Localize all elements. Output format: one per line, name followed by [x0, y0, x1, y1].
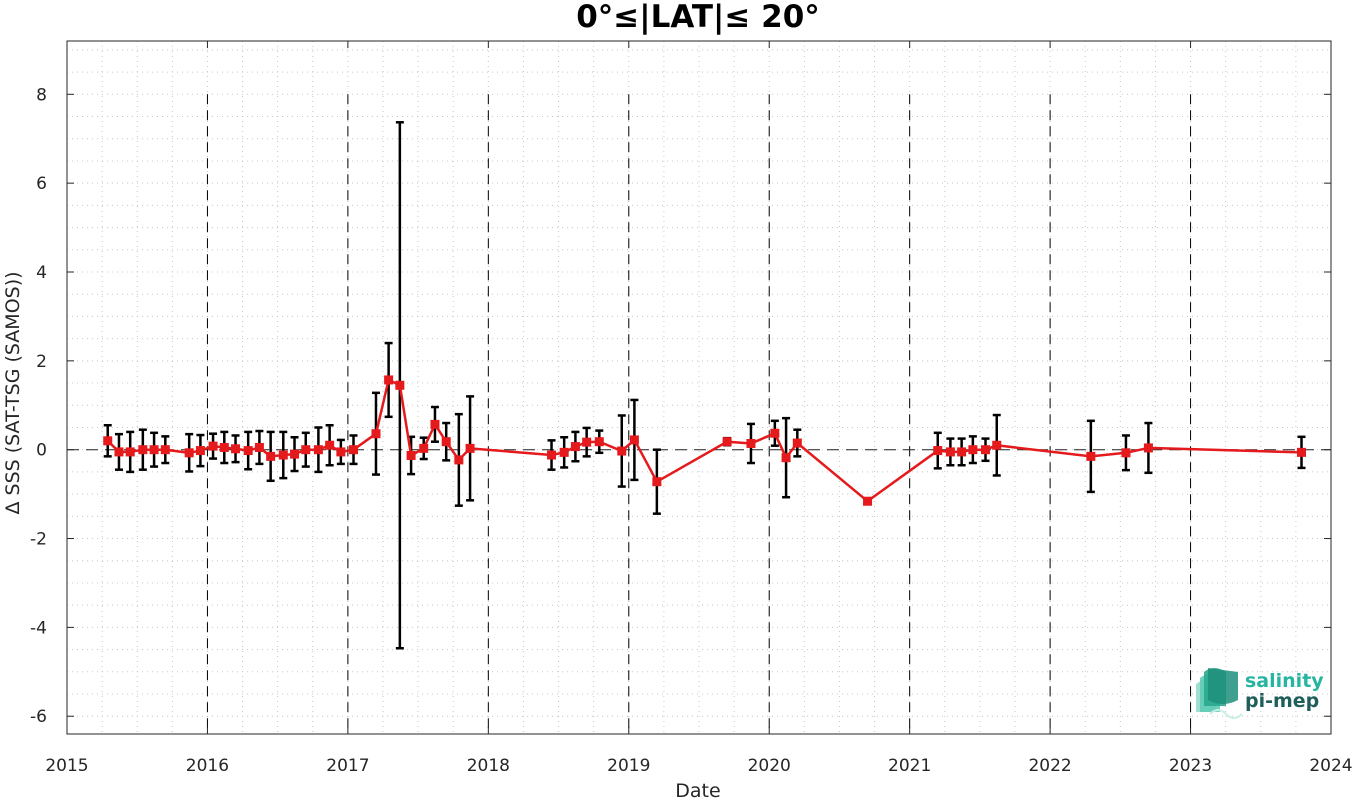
data-point-marker — [349, 445, 359, 455]
data-point-marker — [313, 445, 323, 455]
chart-title: 0°≤|LAT|≤ 20° — [576, 0, 820, 35]
data-point-marker — [547, 450, 557, 460]
data-point-marker — [125, 447, 135, 457]
data-point-marker — [722, 437, 732, 447]
series-markers — [103, 375, 1307, 506]
data-point-marker — [231, 444, 241, 454]
x-tick-label: 2016 — [186, 756, 229, 776]
data-point-marker — [301, 445, 311, 455]
data-point-marker — [1121, 448, 1131, 458]
data-point-marker — [184, 448, 194, 458]
data-point-marker — [325, 440, 335, 450]
logo-text-salinity: salinity — [1245, 670, 1324, 692]
series-line — [106, 378, 1302, 503]
data-point-marker — [430, 419, 440, 429]
y-axis-label: Δ SSS (SAT-TSG (SAMOS)) — [2, 271, 24, 514]
data-point-marker — [582, 437, 592, 447]
plot-frame — [66, 40, 1332, 735]
data-point-marker — [336, 447, 346, 457]
data-point-marker — [290, 449, 300, 459]
data-point-marker — [195, 446, 205, 456]
x-tick-label: 2022 — [1028, 756, 1071, 776]
data-point-marker — [1086, 451, 1096, 461]
y-tick-label: 2 — [36, 352, 47, 372]
data-point-marker — [149, 445, 159, 455]
data-point-marker — [454, 455, 464, 465]
data-point-marker — [160, 445, 170, 455]
data-point-marker — [254, 442, 264, 452]
data-point-marker — [103, 436, 113, 446]
data-point-marker — [1297, 447, 1307, 457]
data-point-marker — [957, 447, 967, 457]
x-tick-label: 2023 — [1169, 756, 1212, 776]
data-point-marker — [1143, 443, 1153, 453]
year-separators — [206, 94, 1192, 734]
data-point-marker — [981, 445, 991, 455]
data-point-marker — [968, 445, 978, 455]
axis-ticks: 2015 2016 2017 2018 2019 2020 2021 2022 2023 2024… — [30, 41, 1353, 776]
x-tick-label: 2019 — [607, 756, 650, 776]
wave-logo-icon — [1196, 668, 1243, 719]
y-tick-label: 6 — [36, 174, 47, 194]
y-tick-label: 8 — [36, 85, 47, 105]
error-bars — [103, 121, 1306, 650]
data-point-marker — [114, 447, 124, 457]
data-point-marker — [266, 451, 276, 461]
data-point-marker — [406, 450, 416, 460]
y-tick-label: 4 — [36, 263, 47, 283]
data-point-marker — [863, 496, 873, 506]
data-point-marker — [652, 477, 662, 487]
data-point-marker — [559, 447, 569, 457]
data-point-marker — [138, 445, 148, 455]
data-point-marker — [570, 442, 580, 452]
data-point-marker — [419, 443, 429, 453]
data-point-marker — [617, 446, 627, 456]
logo-text-pi-mep: pi-mep — [1245, 690, 1319, 712]
data-point-marker — [384, 375, 394, 385]
salinity-pi-mep-logo: salinity pi-mep — [1196, 668, 1324, 719]
data-point-marker — [746, 438, 756, 448]
x-tick-label: 2021 — [888, 756, 931, 776]
y-tick-label: -4 — [30, 618, 47, 638]
data-point-marker — [781, 453, 791, 463]
x-axis-label: Date — [675, 780, 720, 801]
data-point-marker — [792, 438, 802, 448]
data-point-marker — [278, 450, 288, 460]
y-tick-label: -6 — [30, 707, 47, 727]
data-point-marker — [594, 437, 604, 447]
x-tick-label: 2018 — [467, 756, 510, 776]
x-tick-label: 2020 — [748, 756, 791, 776]
data-point-marker — [770, 428, 780, 438]
y-tick-label: 0 — [36, 441, 47, 461]
grid — [66, 41, 1332, 734]
x-tick-label: 2024 — [1309, 756, 1352, 776]
data-point-marker — [371, 429, 381, 439]
x-tick-label: 2015 — [45, 756, 88, 776]
data-point-marker — [219, 442, 229, 452]
y-tick-label: -2 — [30, 530, 47, 550]
data-point-marker — [945, 447, 955, 457]
data-point-marker — [992, 440, 1002, 450]
data-point-marker — [441, 437, 451, 447]
data-point-marker — [243, 446, 253, 456]
data-point-marker — [465, 443, 475, 453]
data-point-marker — [395, 380, 405, 390]
data-point-marker — [629, 435, 639, 445]
data-point-marker — [933, 446, 943, 456]
x-tick-label: 2017 — [326, 756, 369, 776]
data-point-marker — [208, 441, 218, 451]
